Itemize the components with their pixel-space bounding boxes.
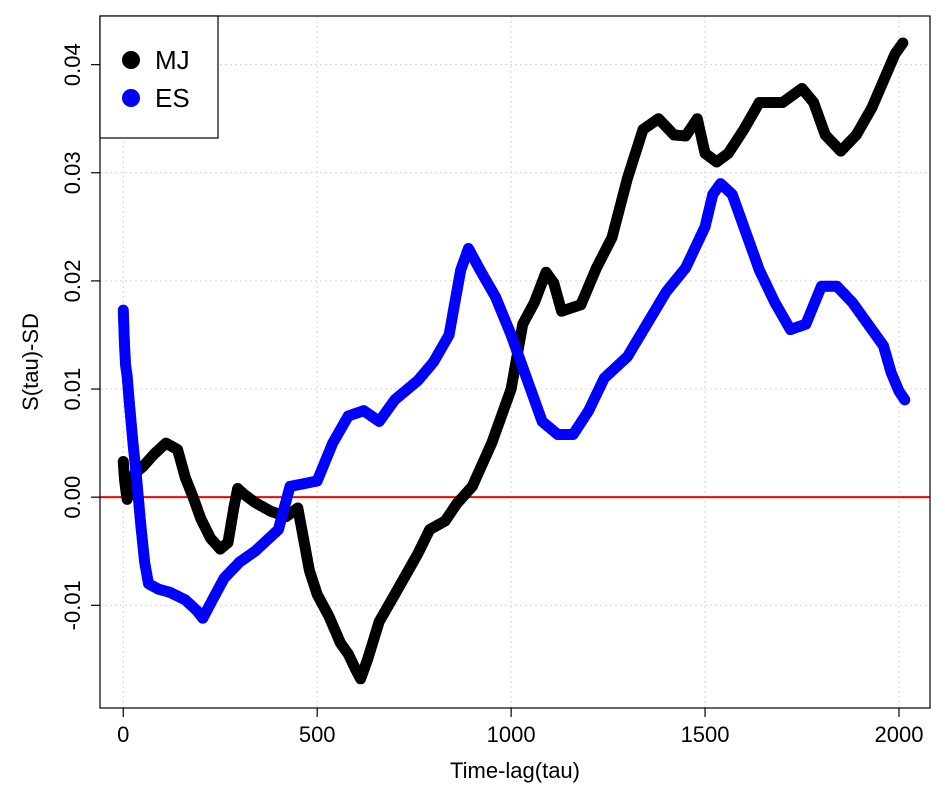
y-tick-label: 0.00 (60, 476, 85, 519)
legend-marker-mj (122, 51, 140, 69)
plot-frame (99, 15, 931, 709)
y-axis-label: S(tau)-SD (18, 313, 43, 411)
legend-box (99, 15, 219, 139)
x-tick-label: 1000 (487, 722, 536, 747)
legend-label-mj: MJ (155, 45, 190, 75)
y-tick-label: 0.03 (60, 151, 85, 194)
y-tick-label: 0.02 (60, 259, 85, 302)
y-tick-label: 0.01 (60, 368, 85, 411)
x-tick-label: 500 (299, 722, 336, 747)
x-tick-label: 1500 (681, 722, 730, 747)
series-es (117, 178, 911, 624)
series-mj (117, 37, 909, 685)
x-tick-label: 2000 (874, 722, 923, 747)
y-tick-label: 0.04 (60, 43, 85, 86)
data-point-es (899, 394, 911, 406)
series-layer (117, 37, 911, 685)
x-tick-label: 0 (117, 722, 129, 747)
axes: 0 500 1000 1500 2000 -0.01 0.00 0.01 0.02 0.03 0.0… (60, 43, 923, 747)
x-axis-label: Time-lag(tau) (450, 758, 580, 783)
legend-label-es: ES (155, 83, 190, 113)
y-tick-label: -0.01 (60, 580, 85, 630)
legend-marker-es (122, 89, 140, 107)
legend: MJ ES (99, 15, 219, 139)
data-point-mj (897, 37, 909, 49)
